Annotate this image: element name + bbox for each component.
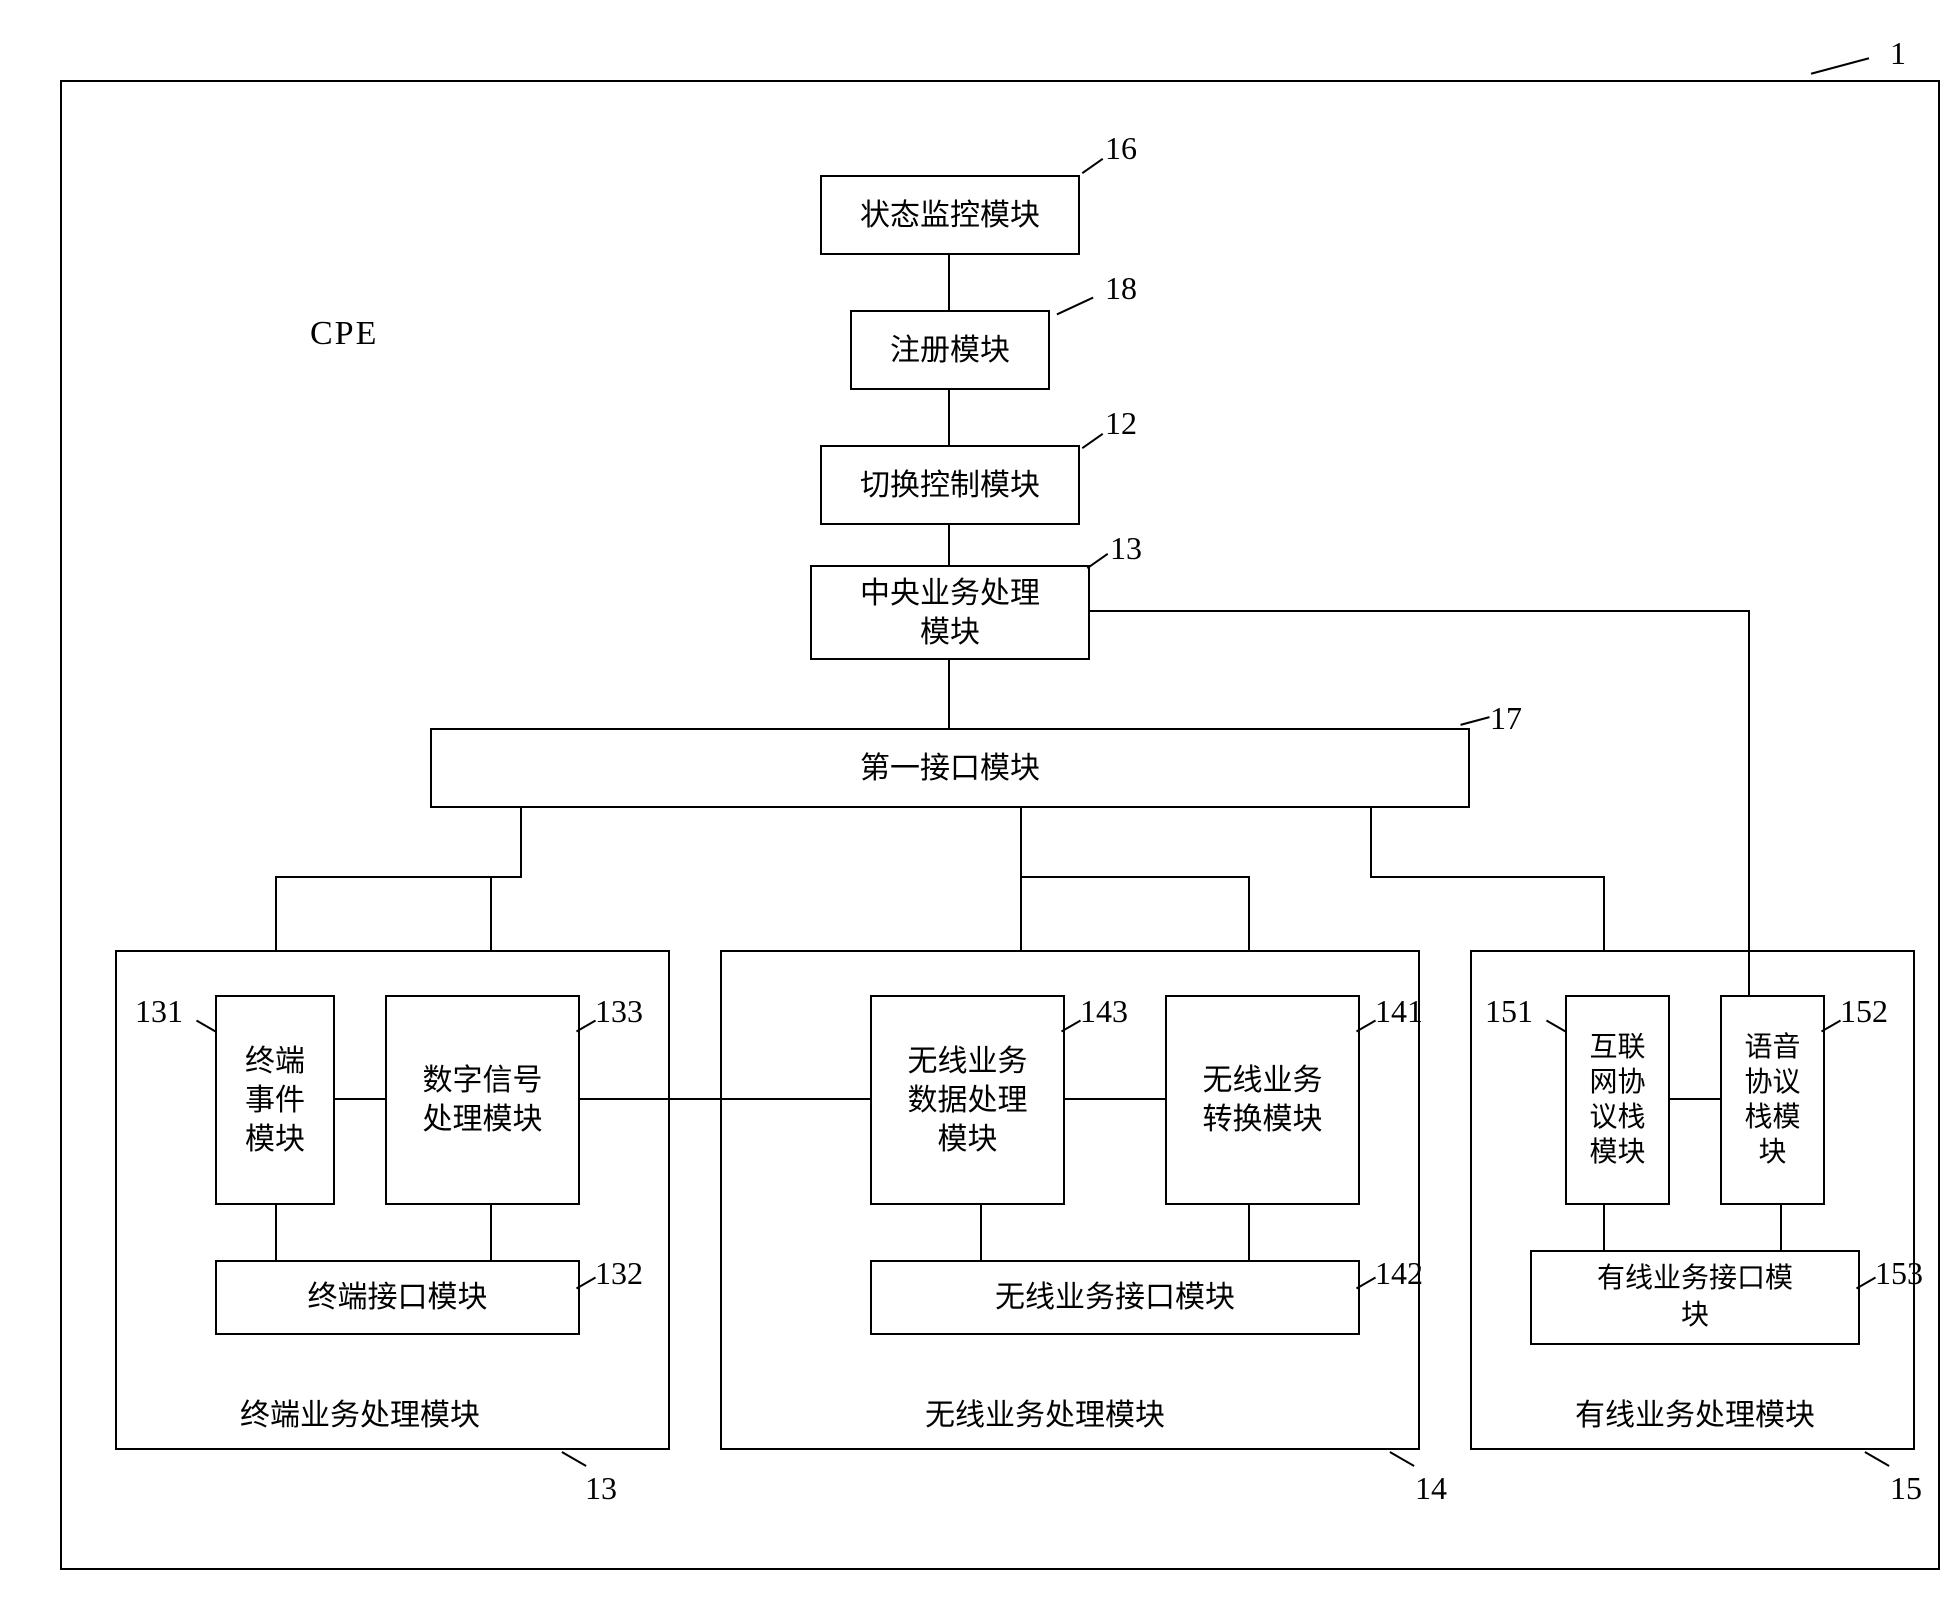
label-143: 143 <box>1080 993 1128 1030</box>
group-15-label: 15 <box>1890 1470 1922 1507</box>
label-132: 132 <box>595 1255 643 1292</box>
box-133: 数字信号 处理模块 <box>385 995 580 1205</box>
box-12-text: 切换控制模块 <box>860 466 1040 505</box>
label-17: 17 <box>1490 700 1522 737</box>
group-15-title: 有线业务处理模块 <box>1575 1390 1815 1434</box>
label-153: 153 <box>1875 1255 1923 1292</box>
box-131-text: 终端 事件 模块 <box>245 1042 305 1159</box>
box-152: 语音 协议 栈模 块 <box>1720 995 1825 1205</box>
box-142-text: 无线业务接口模块 <box>995 1278 1235 1317</box>
group-13-label: 13 <box>585 1470 617 1507</box>
box-18-text: 注册模块 <box>890 331 1010 370</box>
outer-label: 1 <box>1890 35 1906 72</box>
box-17-text: 第一接口模块 <box>860 749 1040 788</box>
label-142: 142 <box>1375 1255 1423 1292</box>
box-16-text: 状态监控模块 <box>860 196 1040 235</box>
box-12: 切换控制模块 <box>820 445 1080 525</box>
box-17: 第一接口模块 <box>430 728 1470 808</box>
cpe-label: CPE <box>310 315 378 353</box>
box-153: 有线业务接口模 块 <box>1530 1250 1860 1345</box>
label-131: 131 <box>135 993 183 1030</box>
box-133-text: 数字信号 处理模块 <box>423 1061 543 1139</box>
label-12: 12 <box>1105 405 1137 442</box>
cpe-diagram: 1 CPE 状态监控模块 16 注册模块 18 切换控制模块 12 中央业务处理… <box>20 20 1946 1595</box>
box-143: 无线业务 数据处理 模块 <box>870 995 1065 1205</box>
box-151: 互联 网协 议栈 模块 <box>1565 995 1670 1205</box>
box-142: 无线业务接口模块 <box>870 1260 1360 1335</box>
box-153-text: 有线业务接口模 块 <box>1597 1261 1793 1334</box>
box-132-text: 终端接口模块 <box>308 1278 488 1317</box>
box-132: 终端接口模块 <box>215 1260 580 1335</box>
box-151-text: 互联 网协 议栈 模块 <box>1589 1030 1645 1170</box>
group-14-label: 14 <box>1415 1470 1447 1507</box>
box-152-text: 语音 协议 栈模 块 <box>1744 1030 1800 1170</box>
box-143-text: 无线业务 数据处理 模块 <box>908 1042 1028 1159</box>
box-16: 状态监控模块 <box>820 175 1080 255</box>
box-131: 终端 事件 模块 <box>215 995 335 1205</box>
label-152: 152 <box>1840 993 1888 1030</box>
group-14-title: 无线业务处理模块 <box>925 1390 1165 1434</box>
label-16: 16 <box>1105 130 1137 167</box>
label-13c: 13 <box>1110 530 1142 567</box>
group-13-title: 终端业务处理模块 <box>240 1390 480 1434</box>
label-133: 133 <box>595 993 643 1030</box>
box-141-text: 无线业务 转换模块 <box>1203 1061 1323 1139</box>
box-13c: 中央业务处理 模块 <box>810 565 1090 660</box>
label-151: 151 <box>1485 993 1533 1030</box>
label-141: 141 <box>1375 993 1423 1030</box>
label-18: 18 <box>1105 270 1137 307</box>
box-18: 注册模块 <box>850 310 1050 390</box>
box-13c-text: 中央业务处理 模块 <box>860 574 1040 652</box>
box-141: 无线业务 转换模块 <box>1165 995 1360 1205</box>
